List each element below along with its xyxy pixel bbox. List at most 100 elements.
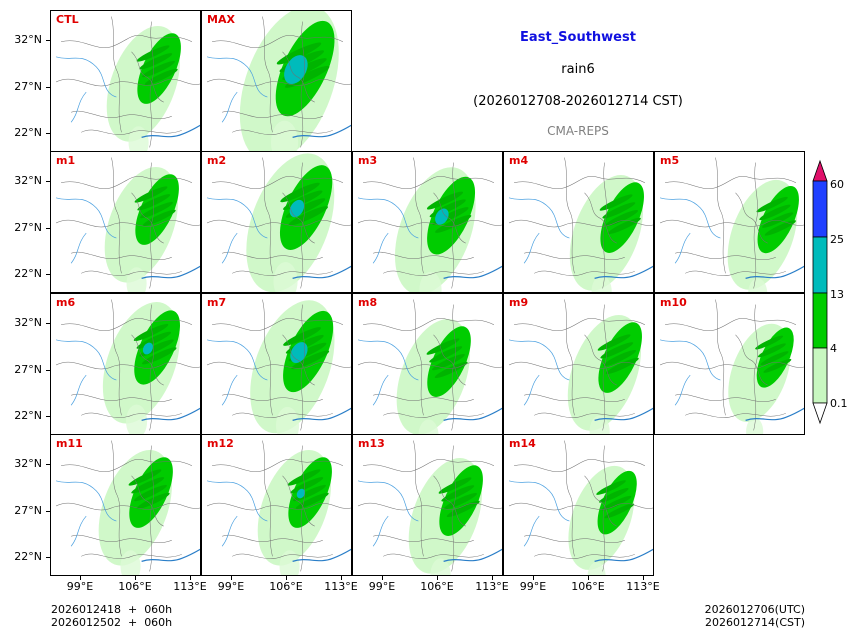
map-panel-m7: m7 xyxy=(201,293,352,435)
y-tick-mark xyxy=(46,370,50,371)
x-tick-label: 113°E xyxy=(173,580,207,593)
x-tick-label: 106°E xyxy=(118,580,152,593)
region-title: East_Southwest xyxy=(520,30,636,45)
map-panel-m6: m6 xyxy=(50,293,201,435)
x-tick-mark xyxy=(533,576,534,580)
x-tick-mark xyxy=(588,576,589,580)
province-boundaries xyxy=(55,440,200,572)
province-boundaries xyxy=(508,157,653,289)
footer-valid-time: 2026012706(UTC) 2026012714(CST) xyxy=(694,603,805,629)
colorbar-label-25: 25 xyxy=(830,233,844,246)
rivers xyxy=(55,339,200,421)
panel-label-m11: m11 xyxy=(56,437,83,450)
rain-field xyxy=(727,179,799,292)
rain-field xyxy=(98,449,173,575)
colorbar-label-0.1: 0.1 xyxy=(830,397,848,410)
rivers xyxy=(357,197,502,279)
province-boundaries xyxy=(206,440,351,572)
colorbar-extend-min xyxy=(812,402,828,425)
y-tick-label: 32°N xyxy=(14,316,42,329)
y-tick-mark xyxy=(46,133,50,134)
rain-field xyxy=(257,449,332,575)
province-boundaries xyxy=(55,16,200,148)
x-tick-label: 106°E xyxy=(269,580,303,593)
panel-label-m14: m14 xyxy=(509,437,536,450)
rivers xyxy=(206,339,351,421)
map-panel-m5: m5 xyxy=(654,151,805,293)
map-m11 xyxy=(55,440,200,575)
rain-field xyxy=(246,153,335,292)
y-tick-label: 27°N xyxy=(14,80,42,93)
panel-label-m6: m6 xyxy=(56,296,76,309)
rivers xyxy=(357,339,502,421)
x-tick-mark xyxy=(492,576,493,580)
y-tick-mark xyxy=(46,40,50,41)
map-panel-m10: m10 xyxy=(654,293,805,435)
map-panel-m12: m12 xyxy=(201,434,352,576)
footer-left-line1: 2026012418 + 060h xyxy=(51,603,173,616)
map-panel-m11: m11 xyxy=(50,434,201,576)
rain-field xyxy=(728,323,794,434)
y-tick-label: 22°N xyxy=(14,550,42,563)
colorbar-bin-0.1-4 xyxy=(812,347,828,404)
x-tick-mark xyxy=(341,576,342,580)
rain-field xyxy=(394,167,476,292)
panel-label-m1: m1 xyxy=(56,154,76,167)
x-tick-mark xyxy=(643,576,644,580)
y-tick-mark xyxy=(46,274,50,275)
map-panel-m3: m3 xyxy=(352,151,503,293)
map-m10 xyxy=(659,299,804,434)
y-tick-mark xyxy=(46,181,50,182)
colorbar-label-60: 60 xyxy=(830,178,844,191)
footer-left-line2: 2026012502 + 060h xyxy=(51,616,173,629)
rivers xyxy=(659,339,804,421)
rain-field xyxy=(396,319,471,434)
panel-label-m7: m7 xyxy=(207,296,227,309)
province-boundaries xyxy=(206,16,351,148)
province-boundaries xyxy=(659,157,804,289)
map-m7 xyxy=(206,299,351,434)
panel-label-ctl: CTL xyxy=(56,13,79,26)
y-tick-label: 22°N xyxy=(14,267,42,280)
colorbar-bin-25-60 xyxy=(812,180,828,238)
province-boundaries xyxy=(206,299,351,431)
map-m4 xyxy=(508,157,653,292)
rivers xyxy=(55,56,200,138)
map-panel-m13: m13 xyxy=(352,434,503,576)
period-title: (2026012708-2026012714 CST) xyxy=(473,94,683,109)
model-title: CMA-REPS xyxy=(547,124,609,138)
footer-right-line2: 2026012714(CST) xyxy=(705,616,805,629)
footer-init-time: 2026012418 + 060h 2026012502 + 060h xyxy=(51,603,172,629)
rain-field xyxy=(567,315,642,434)
map-max xyxy=(206,11,351,151)
y-tick-label: 22°N xyxy=(14,409,42,422)
x-tick-label: 99°E xyxy=(519,580,547,593)
province-boundaries xyxy=(357,440,502,572)
map-m2 xyxy=(206,153,351,292)
province-boundaries xyxy=(508,299,653,431)
variable-title: rain6 xyxy=(561,62,595,77)
panel-label-m12: m12 xyxy=(207,437,234,450)
panel-label-m5: m5 xyxy=(660,154,680,167)
province-boundaries xyxy=(508,440,653,572)
rain-field xyxy=(250,300,335,434)
y-tick-mark xyxy=(46,228,50,229)
x-tick-label: 106°E xyxy=(571,580,605,593)
y-tick-mark xyxy=(46,323,50,324)
panel-label-m8: m8 xyxy=(358,296,378,309)
map-ctl xyxy=(55,16,200,151)
rivers xyxy=(659,197,804,279)
footer-right-line1: 2026012706(UTC) xyxy=(704,603,805,616)
colorbar-label-4: 4 xyxy=(830,342,837,355)
rain-field xyxy=(239,11,339,151)
x-tick-mark xyxy=(80,576,81,580)
x-tick-label: 113°E xyxy=(324,580,358,593)
y-tick-label: 27°N xyxy=(14,363,42,376)
rain-field xyxy=(104,166,179,292)
province-boundaries xyxy=(357,157,502,289)
rivers xyxy=(55,480,200,562)
map-panel-ctl: CTL xyxy=(50,10,201,152)
province-boundaries xyxy=(357,299,502,431)
province-boundaries xyxy=(659,299,804,431)
map-m14 xyxy=(508,440,653,575)
